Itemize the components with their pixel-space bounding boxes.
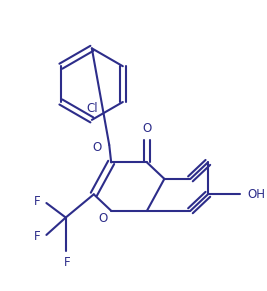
Text: F: F (33, 230, 40, 243)
Text: O: O (142, 122, 152, 135)
Text: O: O (99, 212, 108, 225)
Text: F: F (64, 256, 71, 269)
Text: F: F (33, 195, 40, 207)
Text: O: O (92, 141, 101, 155)
Text: OH: OH (248, 188, 265, 201)
Text: Cl: Cl (86, 102, 98, 115)
